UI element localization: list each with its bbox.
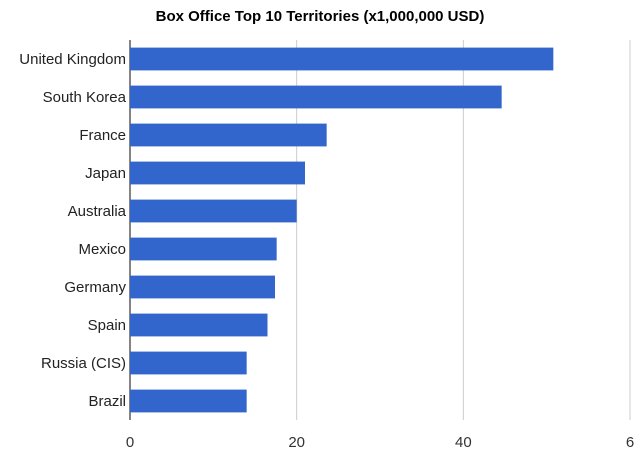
- bars: [130, 47, 554, 413]
- category-label: United Kingdom: [19, 51, 126, 68]
- x-axis-ticks: 0 20 40 6: [126, 434, 634, 451]
- bar-japan: [130, 161, 305, 185]
- bar-germany: [130, 275, 275, 299]
- x-tick-label: 0: [126, 434, 134, 451]
- category-label: Japan: [85, 165, 126, 182]
- bar-mexico: [130, 237, 277, 261]
- category-label: Mexico: [78, 241, 126, 258]
- category-label: Russia (CIS): [41, 355, 126, 372]
- bar-france: [130, 123, 327, 147]
- category-label: Germany: [64, 279, 126, 296]
- x-tick-label: 40: [455, 434, 472, 451]
- category-label: Australia: [68, 203, 127, 220]
- bar-spain: [130, 313, 268, 337]
- bar-united-kingdom: [130, 47, 554, 71]
- bar-south-korea: [130, 85, 502, 109]
- bar-russia-cis: [130, 351, 247, 375]
- bar-brazil: [130, 389, 247, 413]
- bar-australia: [130, 199, 297, 223]
- x-tick-label: 6: [626, 434, 634, 451]
- category-label: Brazil: [88, 393, 126, 410]
- x-tick-label: 20: [288, 434, 305, 451]
- category-label: France: [79, 127, 126, 144]
- category-label: South Korea: [43, 89, 127, 106]
- category-labels: United Kingdom South Korea France Japan Aust…: [19, 51, 126, 410]
- category-label: Spain: [88, 317, 126, 334]
- chart-title: Box Office Top 10 Territories (x1,000,00…: [155, 8, 485, 25]
